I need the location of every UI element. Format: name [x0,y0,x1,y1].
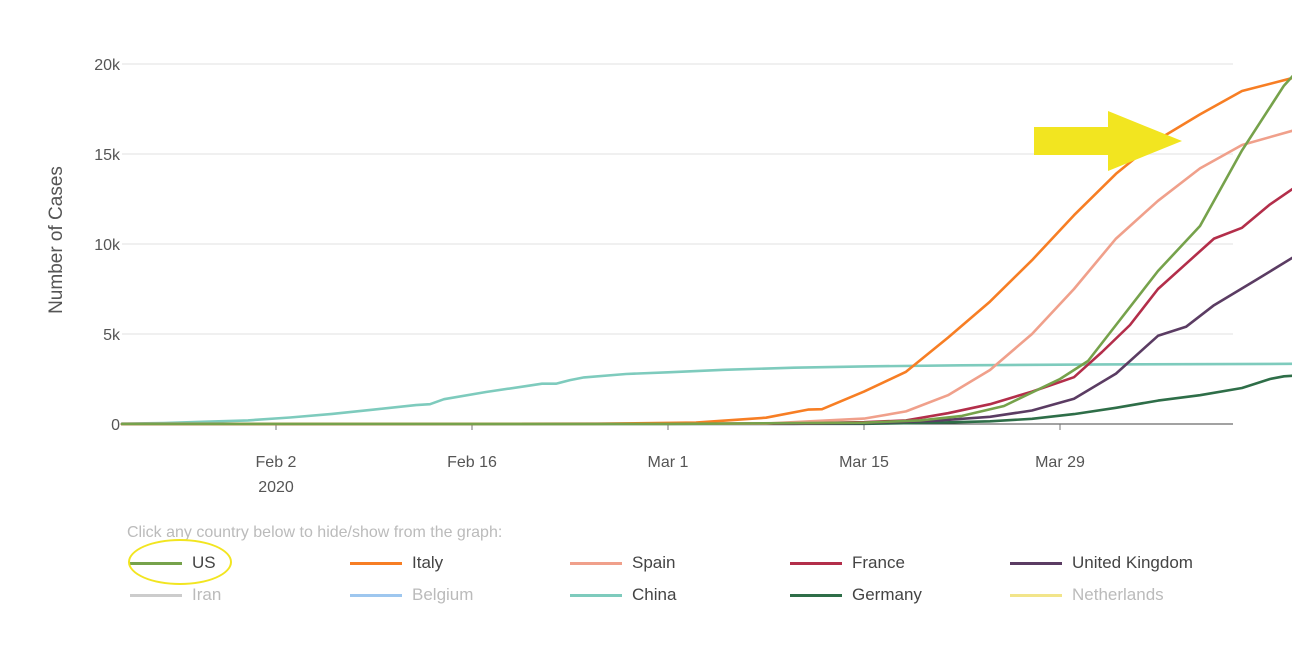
legend-item-italy[interactable]: Italy [350,552,570,574]
x-tick-label: Feb 16 [447,454,497,471]
legend-label: Belgium [412,585,474,604]
y-tick-label: 20k [94,57,121,74]
series-line-spain [120,129,1292,426]
x-tick-label: Mar 1 [648,454,689,471]
legend-item-china[interactable]: China [570,584,790,606]
legend: US Italy Spain France United Kingdom Iran Belg… [130,552,1280,606]
legend-item-us[interactable]: US [130,552,350,574]
series-line-france [120,187,1292,426]
x-tick-label: Mar 15 [839,454,889,471]
series-line-us [120,74,1292,426]
legend-instruction: Click any country below to hide/show fro… [127,524,503,541]
x-tick-label: Feb 2 [256,454,297,471]
legend-swatch [570,561,622,565]
legend-swatch [350,561,402,565]
legend-item-united-kingdom[interactable]: United Kingdom [1010,552,1230,574]
legend-label: Iran [192,585,222,604]
legend-label: United Kingdom [1072,553,1193,572]
legend-item-france[interactable]: France [790,552,1010,574]
x-tick-sublabel: 2020 [258,479,294,496]
series-line-italy [120,76,1292,426]
legend-item-spain[interactable]: Spain [570,552,790,574]
legend-swatch [130,593,182,597]
legend-swatch [570,593,622,597]
legend-swatch [130,561,182,565]
legend-swatch [1010,593,1062,597]
legend-item-iran[interactable]: Iran [130,584,350,606]
y-tick-label: 0 [111,417,120,434]
series-line-china [120,362,1292,425]
x-tick-label: Mar 29 [1035,454,1085,471]
y-tick-label: 5k [103,327,121,344]
y-axis-ticks: 0 5k 10k 15k 20k [94,57,121,434]
series-line-united-kingdom [120,256,1292,426]
legend-swatch [790,561,842,565]
legend-swatch [350,593,402,597]
series-line-germany [120,374,1292,426]
legend-label: China [632,585,677,604]
y-axis-title: Number of Cases [46,166,67,314]
legend-label: Spain [632,553,676,572]
series-lines [120,74,1292,426]
legend-label: Germany [852,585,922,604]
legend-label: Italy [412,553,444,572]
legend-label: Netherlands [1072,585,1164,604]
legend-swatch [790,593,842,597]
legend-item-germany[interactable]: Germany [790,584,1010,606]
legend-label: France [852,553,905,572]
legend-label: US [192,553,216,572]
legend-item-belgium[interactable]: Belgium [350,584,570,606]
y-tick-label: 10k [94,237,121,254]
legend-swatch [1010,561,1062,565]
legend-item-netherlands[interactable]: Netherlands [1010,584,1230,606]
yellow-arrow-annotation [1034,111,1182,171]
x-axis-ticks: Feb 2 2020 Feb 16 Mar 1 Mar 15 Mar 29 [256,424,1085,496]
y-tick-label: 15k [94,147,121,164]
